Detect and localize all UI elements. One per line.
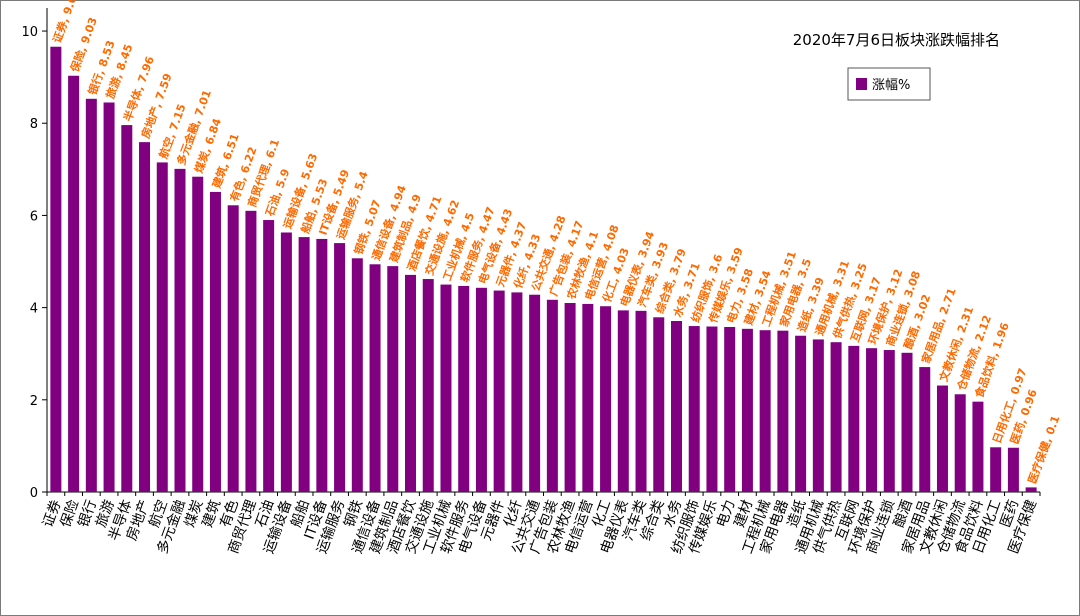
bar [280,232,292,492]
bar [990,447,1002,492]
bar [387,266,399,492]
bar [848,345,860,492]
bar [529,294,541,492]
bar [724,326,736,492]
bar [103,102,115,492]
bar [351,258,363,492]
bar [68,75,80,492]
y-tick-label: 8 [30,117,38,132]
bar [883,350,895,492]
legend-swatch [856,78,867,90]
bar [85,98,97,492]
bar [422,279,434,492]
bar [564,303,576,492]
bar [458,285,470,492]
bar [741,328,753,492]
bar [1025,487,1037,492]
bar [316,238,328,492]
bar [670,320,682,492]
bar [795,335,807,492]
bar [493,290,505,492]
chart-title: 2020年7月6日板块涨跌幅排名 [793,31,1000,49]
bar [369,264,381,492]
bar [1007,447,1019,492]
bar [972,401,984,492]
y-tick-label: 10 [21,25,38,40]
bar [546,299,558,492]
bar [263,220,275,493]
bar [600,306,612,492]
bar [121,125,133,492]
bar [954,394,966,492]
y-tick-label: 2 [30,394,38,409]
y-tick-label: 6 [30,209,38,224]
bars [50,46,1037,493]
bar [298,237,310,492]
bar [156,162,168,492]
bar [174,168,186,492]
bar [617,310,629,492]
bar [919,367,931,492]
data-label: 证券, 9.66 [50,0,83,45]
bar [688,326,700,492]
bar [812,339,824,492]
bar [901,352,913,492]
bar [759,330,771,492]
bar [245,210,257,493]
y-tick-label: 4 [30,302,38,317]
legend-label: 涨幅% [872,78,910,93]
bar [653,317,665,492]
legend: 涨幅% [847,67,931,101]
bar [830,342,842,492]
bar [405,274,417,492]
data-label: 医疗保健, 0.1 [1025,413,1063,485]
bar [440,284,452,492]
bar [511,292,523,492]
bar [209,191,221,493]
bar [475,287,487,492]
bar [139,142,151,492]
bar [334,243,346,492]
bar [50,46,62,492]
bar [706,326,718,492]
bar [227,205,239,493]
y-tick-label: 0 [30,486,38,501]
x-tick-labels: 证券保险银行旅游半导体房地产航空多元金融煤炭建筑有色商贸代理石油运输设备船舶IT… [40,498,1040,556]
bar [777,330,789,492]
bar [635,310,647,492]
bar [192,176,204,493]
bar [582,303,594,492]
bar [936,385,948,492]
bar [866,348,878,492]
